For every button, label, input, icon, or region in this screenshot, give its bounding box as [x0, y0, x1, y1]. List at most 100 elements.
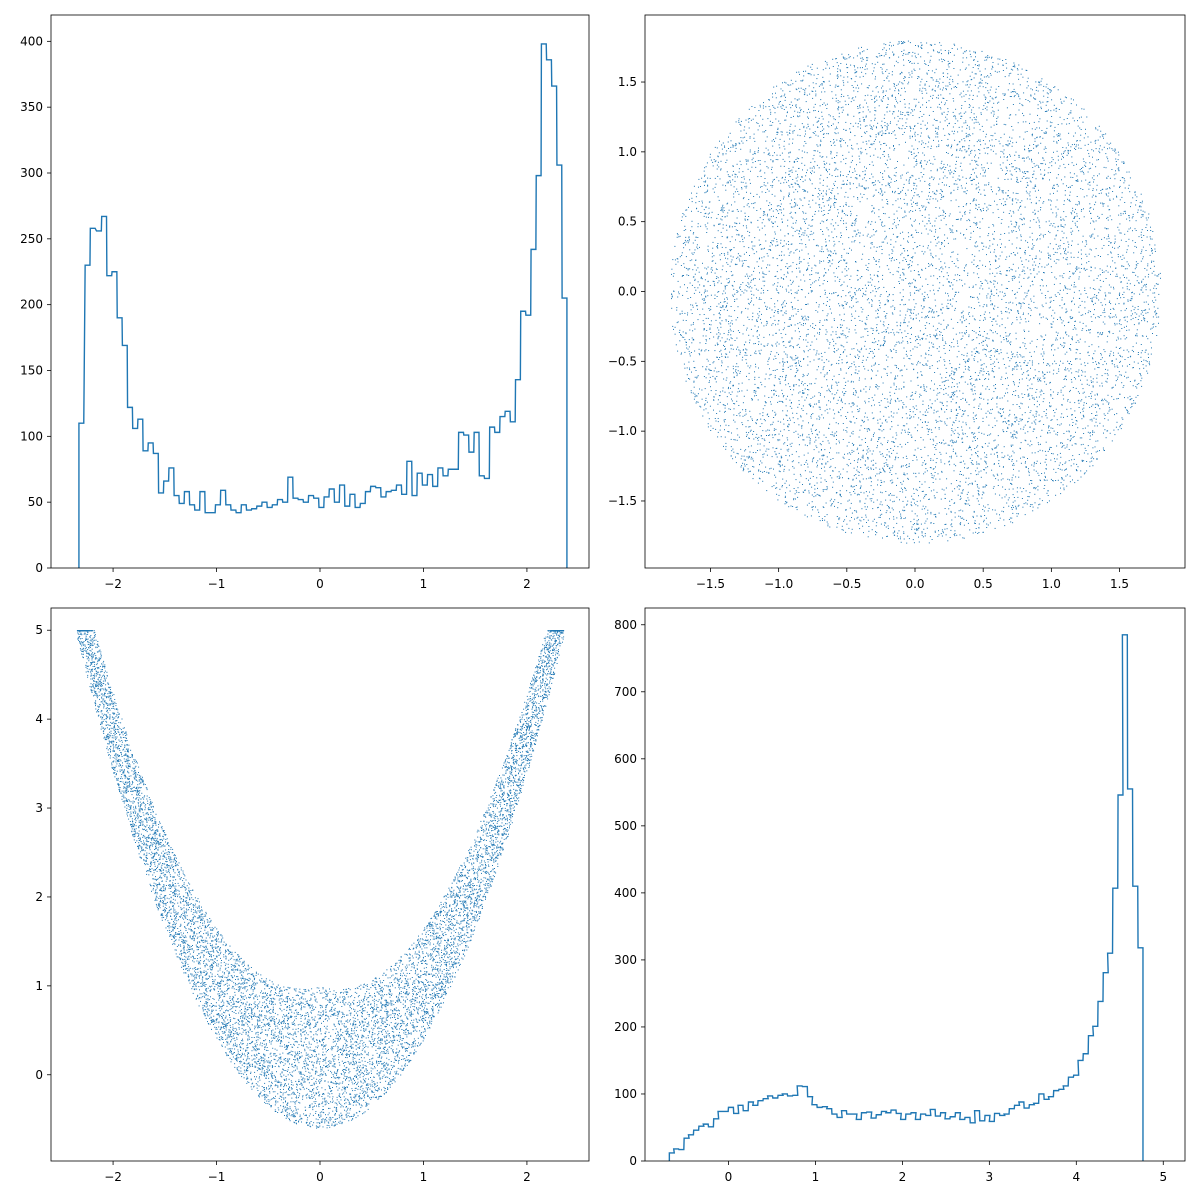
histogram-bin-top-left-77	[479, 476, 484, 568]
histogram-bin-bottom-right-90	[1113, 888, 1118, 1161]
histogram-bin-bottom-right-14	[738, 1105, 743, 1161]
histogram-bin-top-left-27	[221, 490, 226, 568]
y-tick-label: 2	[35, 890, 43, 904]
histogram-bin-bottom-right-32	[827, 1109, 832, 1161]
y-tick-label: 800	[614, 618, 637, 632]
histogram-bin-bottom-right-67	[1000, 1115, 1005, 1161]
histogram-bin-top-left-4	[102, 216, 107, 568]
axes-frame-bottom-left	[50, 607, 590, 1162]
histogram-bin-top-left-49	[334, 502, 339, 568]
y-tick-label: 300	[614, 953, 637, 967]
histogram-bin-top-left-5	[107, 276, 112, 568]
y-tick-label: 0	[35, 561, 43, 575]
histogram-bin-top-left-14	[153, 453, 158, 568]
histogram-bin-bottom-right-53	[930, 1109, 935, 1161]
histogram-bin-top-left-41	[293, 498, 298, 568]
x-tick-label: −1.5	[696, 577, 725, 591]
y-tick-label: 300	[20, 166, 43, 180]
histogram-bin-bottom-right-41	[871, 1118, 876, 1161]
y-tick-label: 1.5	[618, 75, 637, 89]
y-tick-label: 100	[20, 429, 43, 443]
histogram-bin-top-left-69	[438, 468, 443, 568]
x-axis-bottom-right: 0 1 2 3 4 5	[725, 1161, 1167, 1184]
histogram-bin-bottom-right-16	[748, 1102, 753, 1161]
histogram-bin-top-left-74	[464, 435, 469, 568]
histogram-bin-top-left-23	[200, 492, 205, 568]
histogram-bin-bottom-right-2	[679, 1150, 684, 1161]
scatter-points-bottom-left	[76, 630, 565, 1129]
histogram-bin-bottom-right-88	[1103, 973, 1108, 1161]
histogram-bin-top-left-58	[381, 497, 386, 568]
histogram-bin-bottom-right-94	[1133, 886, 1138, 1161]
histogram-bin-top-left-35	[262, 502, 267, 568]
histogram-bin-bottom-right-22	[778, 1095, 783, 1161]
x-tick-label: 1	[812, 1170, 820, 1184]
histogram-bin-bottom-right-10	[718, 1111, 723, 1161]
histogram-bin-bottom-right-44	[886, 1113, 891, 1161]
histogram-bin-bottom-right-42	[876, 1115, 881, 1161]
y-tick-label: 50	[28, 495, 43, 509]
histogram-bin-bottom-right-78	[1054, 1091, 1059, 1161]
histogram-bin-bottom-right-7	[703, 1124, 708, 1161]
histogram-bin-top-left-22	[195, 510, 200, 568]
histogram-bin-bottom-right-27	[802, 1087, 807, 1161]
histogram-bin-bottom-right-48	[906, 1114, 911, 1161]
plot-area-bottom-right	[668, 634, 1144, 1161]
histogram-bin-bottom-right-3	[684, 1138, 689, 1161]
histogram-bin-bottom-right-68	[1004, 1114, 1009, 1161]
histogram-bin-top-left-26	[216, 505, 221, 568]
histogram-bin-top-left-81	[500, 417, 505, 568]
histogram-bin-top-left-20	[184, 492, 189, 568]
histogram-bin-top-left-86	[526, 315, 531, 568]
x-tick-label: 2	[899, 1170, 907, 1184]
y-tick-label: −1.0	[608, 424, 637, 438]
axes-frame-top-left	[50, 14, 590, 569]
histogram-bin-bottom-right-26	[797, 1086, 802, 1161]
y-tick-label: 1.0	[618, 145, 637, 159]
histogram-bin-top-left-10	[133, 428, 138, 568]
histogram-bin-bottom-right-5	[694, 1130, 699, 1161]
histogram-bin-bottom-right-79	[1059, 1089, 1064, 1161]
plot-area-top-left	[78, 43, 568, 568]
histogram-bin-top-left-37	[272, 505, 277, 568]
histogram-bin-bottom-right-25	[793, 1095, 798, 1161]
histogram-bin-bottom-right-77	[1048, 1097, 1053, 1161]
histogram-bin-top-left-78	[485, 478, 490, 568]
y-tick-label: 5	[35, 623, 43, 637]
histogram-bin-bottom-right-12	[728, 1107, 733, 1161]
histogram-bin-top-left-73	[459, 432, 464, 568]
histogram-bin-top-left-64	[412, 496, 417, 568]
histogram-bin-top-left-92	[557, 165, 562, 568]
histogram-bin-top-left-40	[288, 477, 293, 568]
plot-area-top-right	[671, 40, 1161, 544]
histogram-bin-bottom-right-84	[1083, 1054, 1088, 1161]
histogram-bin-bottom-right-29	[812, 1105, 817, 1161]
x-tick-label: 4	[1072, 1170, 1080, 1184]
histogram-bin-top-left-19	[179, 503, 184, 568]
histogram-bin-top-left-72	[453, 469, 458, 568]
histogram-bin-bottom-right-80	[1063, 1086, 1068, 1161]
histogram-bin-top-left-89	[541, 44, 546, 568]
histogram-bin-top-left-13	[148, 443, 153, 568]
histogram-bin-bottom-right-69	[1009, 1109, 1014, 1161]
histogram-bin-top-left-39	[283, 502, 288, 568]
x-tick-label: −1	[208, 577, 226, 591]
histogram-bin-top-left-11	[138, 419, 143, 568]
histogram-bin-bottom-right-34	[837, 1117, 842, 1161]
x-tick-label: −2	[104, 577, 122, 591]
histogram-bin-bottom-right-59	[960, 1119, 965, 1161]
histogram-bin-bottom-right-31	[822, 1107, 827, 1161]
histogram-panel-top-left: −2 −1 0 1 2 0 50 100 150 200 250 300 350 400	[20, 14, 590, 591]
x-tick-label: 0	[725, 1170, 733, 1184]
histogram-bin-bottom-right-76	[1044, 1099, 1049, 1161]
y-tick-label: 400	[20, 34, 43, 48]
histogram-bin-bottom-right-35	[842, 1111, 847, 1161]
histogram-bin-top-left-84	[516, 380, 521, 568]
histogram-bin-top-left-61	[397, 485, 402, 568]
scatter-panel-top-right: −1.5 −1.0 −0.5 0.0 0.5 1.0 1.5 −1.5 −1.0 −0.5 0.0…	[608, 14, 1186, 591]
y-tick-label: 200	[614, 1020, 637, 1034]
histogram-bin-top-left-8	[122, 345, 127, 568]
x-tick-label: 0.0	[905, 577, 924, 591]
y-tick-label: 200	[20, 298, 43, 312]
